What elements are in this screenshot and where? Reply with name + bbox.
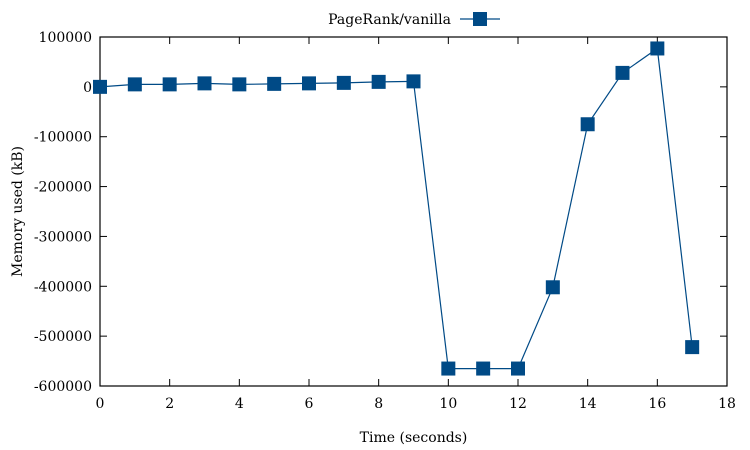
y-tick-label: -600000: [34, 379, 92, 395]
y-tick-label: -100000: [34, 130, 92, 146]
legend: PageRank/vanilla: [328, 12, 500, 28]
x-tick-label: 0: [96, 396, 105, 412]
data-point-marker: [232, 77, 247, 92]
data-point-marker: [336, 75, 351, 90]
data-point-marker: [406, 74, 421, 89]
x-axis-title: Time (seconds): [360, 430, 468, 446]
data-point-marker: [580, 117, 595, 132]
x-tick-label: 16: [648, 396, 666, 412]
y-tick-label: 100000: [39, 30, 92, 46]
series-layer: [93, 41, 700, 376]
data-point-marker: [267, 76, 282, 91]
x-tick-label: 4: [235, 396, 244, 412]
axis-frame: [99, 36, 728, 387]
legend-marker: [473, 12, 487, 26]
x-tick-label: 10: [439, 396, 457, 412]
x-tick-label: 12: [509, 396, 527, 412]
data-point-marker: [302, 76, 316, 91]
series-line: [99, 47, 693, 370]
y-tick-label: 0: [83, 80, 92, 96]
x-tick-label: 18: [718, 396, 736, 412]
y-tick-label: -200000: [34, 180, 92, 196]
data-point-marker: [615, 65, 630, 80]
x-tick-label: 6: [305, 396, 314, 412]
legend-label: PageRank/vanilla: [328, 12, 451, 28]
data-point-marker: [371, 74, 386, 89]
y-tick-label: -500000: [34, 329, 92, 345]
data-point-marker: [476, 361, 491, 376]
data-point-marker: [197, 76, 212, 91]
data-point-marker: [441, 361, 456, 376]
data-point-marker: [127, 77, 142, 92]
x-tick-label: 14: [579, 396, 597, 412]
y-tick-label: -300000: [34, 229, 92, 245]
plot-frame: [99, 36, 728, 387]
ticks: 0 2 4 6 8 10 12 14 16 18 100000 0 -100000 -200000 -300…: [34, 30, 736, 412]
y-tick-label: -400000: [34, 279, 92, 295]
data-point-marker: [511, 361, 525, 376]
data-point-marker: [93, 79, 107, 94]
data-point-marker: [685, 340, 700, 355]
legend-sample: [460, 12, 500, 26]
data-point-marker: [545, 280, 560, 295]
data-point-marker: [162, 77, 177, 92]
y-axis-title: Memory used (kB): [10, 146, 26, 277]
x-tick-label: 2: [165, 396, 174, 412]
data-point-marker: [650, 41, 665, 56]
x-tick-label: 8: [374, 396, 383, 412]
